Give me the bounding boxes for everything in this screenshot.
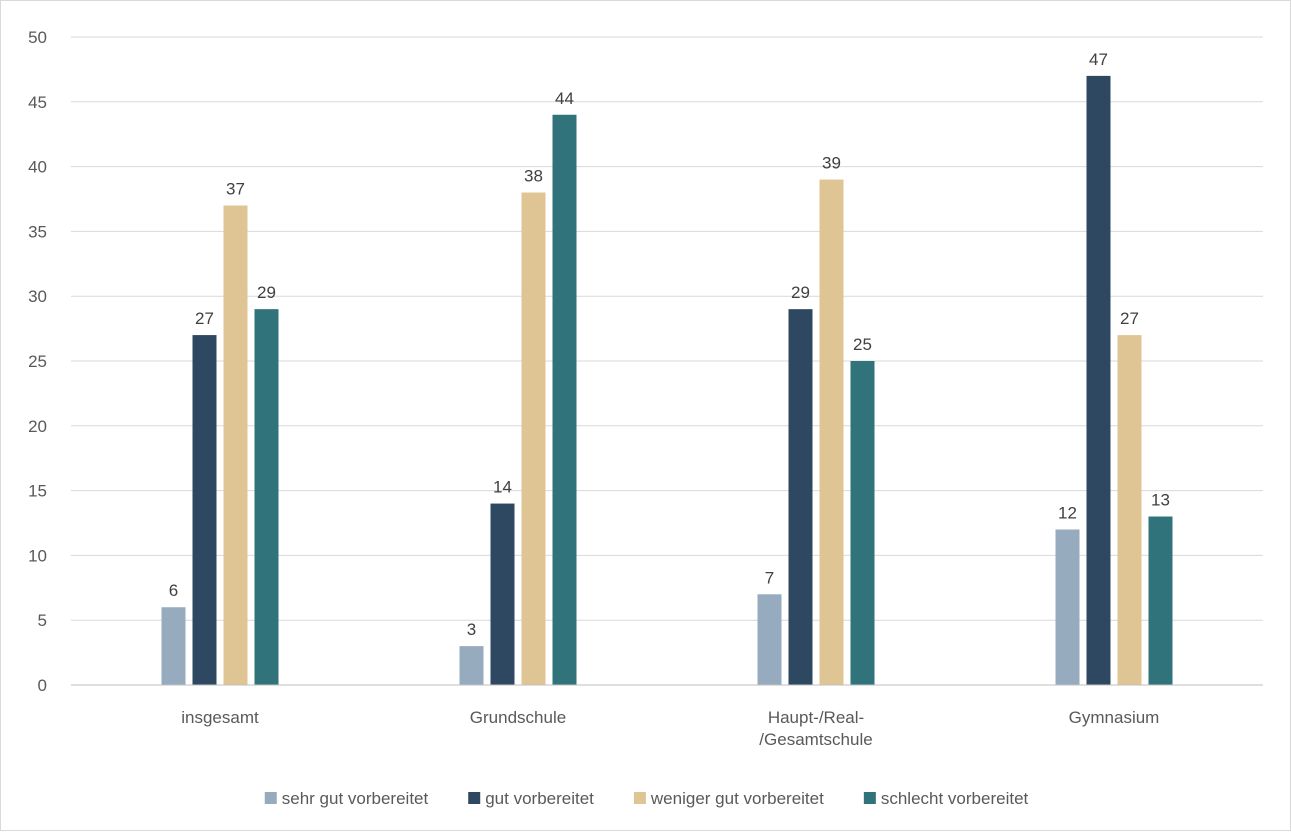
y-axis-tick-labels: 0 5 10 15 20 25 30 35 40 45 50 — [28, 28, 47, 695]
bar — [788, 309, 813, 685]
bar — [459, 646, 484, 685]
data-label: 27 — [1120, 309, 1139, 328]
legend-item: schlecht vorbereitet — [863, 789, 1029, 808]
bar — [819, 179, 844, 685]
y-tick-label: 45 — [28, 93, 47, 112]
legend-item: sehr gut vorbereitet — [264, 789, 429, 808]
y-tick-label: 0 — [38, 676, 47, 695]
data-label: 12 — [1058, 503, 1077, 522]
data-label: 39 — [822, 154, 841, 173]
legend-item: gut vorbereitet — [468, 789, 594, 808]
data-label: 25 — [853, 335, 872, 354]
data-labels: 6 27 37 29 3 14 38 44 7 29 39 25 12 47 27 13 — [169, 50, 1170, 639]
data-label: 37 — [226, 179, 245, 198]
gridlines — [71, 36, 1263, 621]
bar — [254, 309, 279, 685]
y-tick-label: 15 — [28, 482, 47, 501]
legend-label: sehr gut vorbereitet — [282, 789, 429, 808]
legend-swatch — [633, 792, 646, 804]
bar — [161, 607, 186, 685]
bar — [1086, 75, 1111, 685]
legend-swatch — [468, 792, 481, 804]
data-label: 29 — [257, 283, 276, 302]
data-label: 44 — [555, 89, 574, 108]
legend-label: weniger gut vorbereitet — [650, 789, 824, 808]
data-label: 6 — [169, 581, 178, 600]
x-tick-label: Haupt-/Real-/Gesamtschule — [759, 708, 872, 749]
legend-swatch — [863, 792, 876, 804]
data-label: 14 — [493, 478, 512, 497]
bar — [192, 335, 217, 685]
bar — [850, 361, 875, 685]
y-tick-label: 5 — [38, 611, 47, 630]
data-label: 29 — [791, 283, 810, 302]
legend-item: weniger gut vorbereitet — [633, 789, 824, 808]
bar — [552, 114, 577, 685]
bars — [161, 75, 1173, 686]
legend: sehr gut vorbereitet gut vorbereitet wenig… — [264, 789, 1029, 808]
y-tick-label: 25 — [28, 352, 47, 371]
y-tick-label: 10 — [28, 546, 47, 565]
legend-label: gut vorbereitet — [485, 789, 594, 808]
x-tick-label: Gymnasium — [1069, 708, 1160, 727]
bar — [223, 205, 248, 686]
bar — [521, 192, 546, 685]
y-tick-label: 30 — [28, 287, 47, 306]
data-label: 38 — [524, 167, 543, 186]
x-tick-label: Grundschule — [470, 708, 566, 727]
legend-label: schlecht vorbereitet — [881, 789, 1029, 808]
bar — [1117, 335, 1142, 685]
data-label: 3 — [467, 620, 476, 639]
bar — [490, 503, 515, 685]
y-tick-label: 50 — [28, 28, 47, 47]
data-label: 47 — [1089, 50, 1108, 69]
bar — [1148, 516, 1173, 685]
data-label: 27 — [195, 309, 214, 328]
legend-swatch — [264, 792, 277, 804]
y-tick-label: 20 — [28, 417, 47, 436]
bar — [757, 594, 782, 685]
y-tick-label: 35 — [28, 222, 47, 241]
data-label: 7 — [765, 568, 774, 587]
y-tick-label: 40 — [28, 158, 47, 177]
data-label: 13 — [1151, 491, 1170, 510]
x-tick-label: insgesamt — [181, 708, 259, 727]
x-axis: insgesamt Grundschule Haupt-/Real-/Gesamts… — [71, 684, 1263, 749]
bar — [1055, 529, 1080, 685]
